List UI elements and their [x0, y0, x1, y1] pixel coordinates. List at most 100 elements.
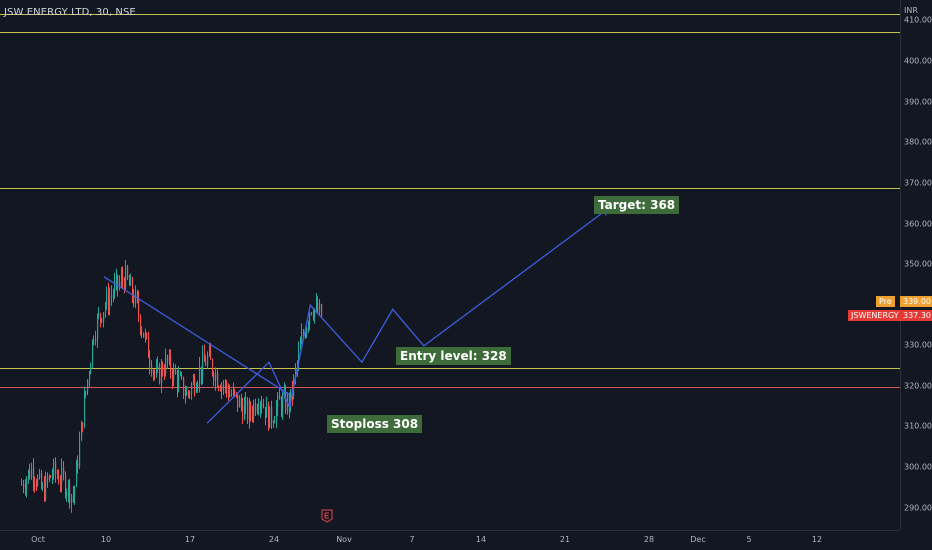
- candle-body: [237, 393, 239, 408]
- candle-body: [124, 280, 126, 289]
- candle-body: [201, 366, 203, 377]
- price-tick: 310.00: [904, 421, 932, 431]
- entry-level-note[interactable]: Entry level: 328: [396, 347, 511, 365]
- candle-body: [247, 400, 249, 421]
- candle-body: [220, 388, 222, 391]
- candle-body: [82, 422, 84, 427]
- chart-canvas[interactable]: [0, 0, 900, 530]
- candle-body: [269, 406, 271, 428]
- candle-body: [289, 395, 291, 409]
- candle-body: [188, 391, 190, 394]
- candle-body: [61, 467, 63, 484]
- candle-body: [207, 355, 209, 366]
- candle-body: [125, 266, 127, 289]
- last-price-tag: 337.30: [900, 310, 932, 321]
- candle-body: [84, 395, 86, 427]
- candle-body: [25, 488, 27, 490]
- time-tick: 10: [100, 535, 112, 544]
- candle-body: [215, 372, 217, 382]
- candle-body: [133, 296, 135, 305]
- candle-body: [77, 462, 79, 467]
- candle-body: [69, 482, 71, 503]
- pre-market-label: Pre: [876, 296, 895, 307]
- candle-body: [29, 470, 31, 479]
- descending-trendline: [103, 276, 290, 396]
- candle-body: [252, 413, 254, 417]
- candle-body: [183, 377, 185, 396]
- candle-body: [314, 309, 316, 318]
- candle-body: [250, 404, 252, 414]
- candle-body: [263, 407, 265, 409]
- candle-body: [105, 305, 107, 313]
- candle-body: [266, 403, 268, 418]
- candle-body: [37, 477, 39, 486]
- price-tick: 390.00: [904, 97, 932, 107]
- candle-body: [273, 422, 275, 424]
- candle-body: [121, 275, 123, 282]
- candle-body: [285, 391, 287, 411]
- candle-body: [295, 368, 297, 377]
- candle-body: [298, 349, 300, 364]
- candle-body: [213, 373, 215, 382]
- candle-body: [241, 398, 243, 406]
- candle-body: [132, 278, 134, 297]
- candle-body: [93, 340, 95, 342]
- candle-body: [156, 368, 158, 374]
- candle-body: [169, 355, 171, 362]
- candle-body: [194, 378, 196, 392]
- candle-body: [116, 275, 118, 283]
- candle-body: [234, 389, 236, 393]
- candle-body: [218, 386, 220, 389]
- candle-body: [34, 481, 36, 484]
- candle-body: [157, 364, 159, 369]
- candle-body: [306, 327, 308, 337]
- candle-body: [117, 275, 119, 287]
- time-axis[interactable]: Oct 10 17 24 Nov 7 14 21 28 Dec 5 12: [0, 530, 900, 550]
- target-note[interactable]: Target: 368: [594, 196, 680, 214]
- candle-body: [242, 405, 244, 420]
- candle-body: [26, 478, 28, 490]
- candle-body: [41, 473, 43, 488]
- stoploss-note[interactable]: Stoploss 308: [327, 415, 423, 433]
- candle-body: [65, 474, 67, 495]
- time-tick: 5: [746, 535, 752, 544]
- earnings-e-icon[interactable]: [321, 509, 333, 523]
- candle-body: [313, 313, 315, 318]
- candle-body: [28, 470, 30, 479]
- candle-body: [317, 302, 319, 313]
- candle-body: [164, 373, 166, 375]
- candle-body: [239, 398, 241, 408]
- candle-body: [154, 371, 156, 374]
- candle-body: [89, 373, 91, 380]
- candle-body: [146, 333, 148, 336]
- candle-body: [100, 313, 102, 319]
- candle-body: [170, 355, 172, 374]
- chart-plot-area[interactable]: JSW ENERGY LTD, 30, NSE Target: 368 Entr…: [0, 0, 902, 530]
- candle-body: [101, 318, 103, 322]
- candle-body: [265, 407, 267, 418]
- candle-body: [130, 278, 132, 286]
- candle-body: [74, 486, 76, 497]
- candle-body: [210, 349, 212, 360]
- candle-body: [261, 403, 263, 408]
- projected-price-path: [206, 206, 610, 424]
- candle-body: [47, 476, 49, 481]
- time-tick: 7: [409, 535, 415, 544]
- candle-body: [202, 353, 204, 377]
- candle-body: [221, 385, 223, 391]
- price-axis[interactable]: INR 410.00 400.00 390.00 380.00 370.00 3…: [900, 0, 932, 530]
- candle-body: [138, 299, 140, 317]
- candle-body: [303, 333, 305, 335]
- candle-body: [311, 312, 313, 314]
- price-tick: 300.00: [904, 462, 932, 472]
- time-tick: Nov: [336, 535, 352, 544]
- price-tick: 330.00: [904, 340, 932, 350]
- candle-body: [71, 494, 73, 503]
- time-tick: 24: [268, 535, 280, 544]
- candle-body: [277, 395, 279, 408]
- candle-body: [177, 373, 179, 388]
- candle-body: [205, 361, 207, 366]
- candle-body: [109, 296, 111, 309]
- price-tick: 360.00: [904, 219, 932, 229]
- candle-body: [196, 388, 198, 392]
